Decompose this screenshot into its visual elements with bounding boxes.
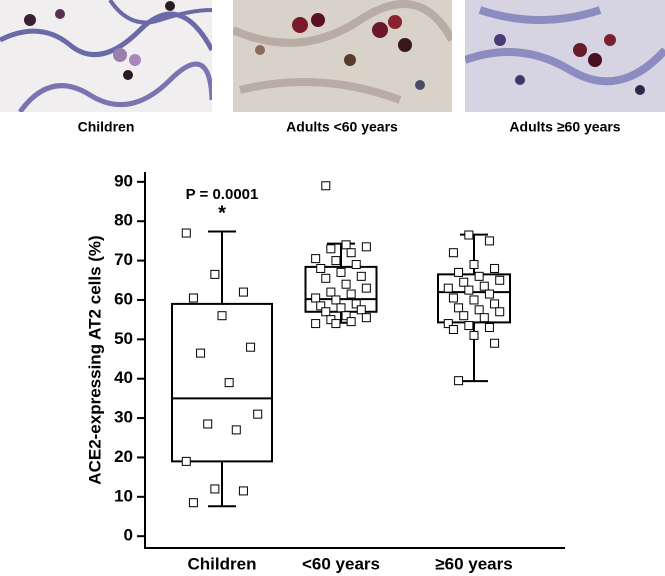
data-point — [351, 299, 361, 309]
data-point — [469, 260, 479, 270]
y-tick-label: 40 — [114, 368, 133, 387]
y-axis-label: ACE2-expressing AT2 cells (%) — [85, 235, 104, 484]
panel-caption: Adults ≥60 years — [509, 119, 620, 135]
data-point — [321, 273, 331, 283]
panel-caption: Adults <60 years — [286, 119, 398, 135]
data-point — [231, 425, 241, 435]
data-point — [238, 287, 248, 297]
data-point — [331, 319, 341, 329]
data-point — [331, 256, 341, 266]
x-tick-label: Children — [188, 554, 257, 573]
data-point — [443, 283, 453, 293]
data-point — [495, 307, 505, 317]
data-point — [253, 409, 263, 419]
data-point — [490, 299, 500, 309]
data-point — [448, 248, 458, 258]
data-point — [454, 303, 464, 313]
p-value-annotation: P = 0.0001 — [186, 186, 259, 203]
data-point — [311, 319, 321, 329]
data-point — [346, 289, 356, 299]
data-point — [321, 181, 331, 191]
data-point — [356, 305, 366, 315]
data-point — [203, 419, 213, 429]
y-tick-label: 0 — [124, 526, 133, 545]
data-point — [224, 378, 234, 388]
y-tick-label: 30 — [114, 408, 133, 427]
data-point — [448, 324, 458, 334]
data-point — [326, 244, 336, 254]
data-point — [311, 293, 321, 303]
data-point — [181, 456, 191, 466]
data-point — [321, 307, 331, 317]
data-point — [459, 277, 469, 287]
data-point — [331, 295, 341, 305]
data-point — [351, 260, 361, 270]
data-point — [469, 295, 479, 305]
data-point — [346, 248, 356, 258]
data-point — [495, 275, 505, 285]
data-point — [479, 313, 489, 323]
data-point — [346, 317, 356, 327]
data-point — [181, 228, 191, 238]
data-point — [188, 498, 198, 508]
data-point — [361, 313, 371, 323]
data-point — [246, 342, 256, 352]
data-point — [474, 305, 484, 315]
data-point — [326, 287, 336, 297]
x-tick-label: <60 years — [302, 554, 380, 573]
data-point — [459, 311, 469, 321]
data-point — [469, 330, 479, 340]
data-point — [188, 293, 198, 303]
data-point — [484, 323, 494, 333]
data-point — [336, 303, 346, 313]
data-point — [238, 486, 248, 496]
data-point — [196, 348, 206, 358]
data-point — [454, 376, 464, 386]
box — [437, 273, 511, 324]
y-tick-label: 20 — [114, 447, 133, 466]
data-point — [443, 319, 453, 329]
y-tick-label: 90 — [114, 171, 133, 190]
significance-mark: * — [218, 202, 226, 224]
data-point — [464, 321, 474, 331]
data-point — [311, 254, 321, 264]
data-point — [464, 285, 474, 295]
x-tick-label: ≥60 years — [435, 554, 512, 573]
y-tick-label: 50 — [114, 329, 133, 348]
data-point — [490, 263, 500, 273]
data-point — [490, 338, 500, 348]
data-point — [217, 311, 227, 321]
data-point — [479, 281, 489, 291]
micrograph-adults-over-60 — [465, 0, 665, 112]
data-point — [316, 301, 326, 311]
panel-caption: Children — [78, 119, 135, 135]
data-point — [336, 267, 346, 277]
data-point — [454, 267, 464, 277]
y-tick-label: 70 — [114, 250, 133, 269]
data-point — [316, 263, 326, 273]
data-point — [484, 289, 494, 299]
data-point — [448, 293, 458, 303]
micrograph-adults-under-60 — [233, 0, 452, 112]
data-point — [484, 236, 494, 246]
data-point — [474, 271, 484, 281]
data-point — [361, 283, 371, 293]
data-point — [361, 242, 371, 252]
data-point — [210, 269, 220, 279]
data-point — [464, 230, 474, 240]
data-point — [210, 484, 220, 494]
y-tick-label: 10 — [114, 486, 133, 505]
data-point — [341, 311, 351, 321]
data-point — [356, 271, 366, 281]
data-point — [341, 240, 351, 250]
y-tick-label: 60 — [114, 289, 133, 308]
micrograph-children — [0, 0, 212, 112]
data-point — [341, 279, 351, 289]
box — [171, 302, 273, 463]
y-tick-label: 80 — [114, 211, 133, 230]
